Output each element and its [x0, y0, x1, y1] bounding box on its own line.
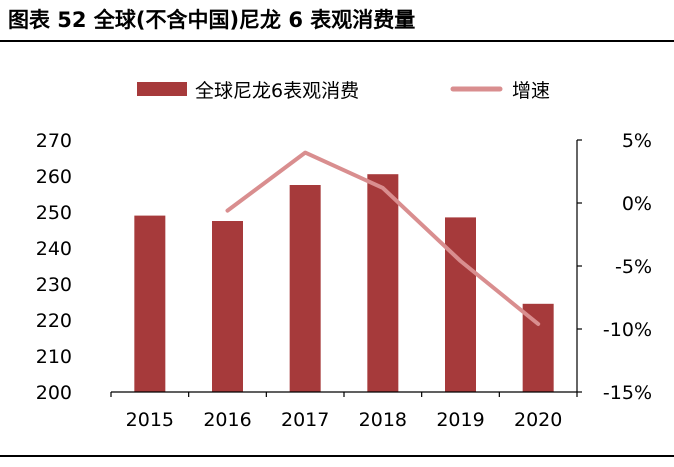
bar-2016: [212, 221, 243, 392]
left-tick-label: 200: [36, 382, 72, 404]
left-tick-label: 270: [36, 130, 72, 152]
x-tick-label-2016: 2016: [203, 409, 251, 431]
growth-line-layer: [225, 150, 541, 326]
right-axis-ticks: -15% -10% -5% 0% 5%: [577, 130, 652, 404]
right-tick-label: -10%: [603, 319, 652, 341]
top-rule: [0, 40, 674, 42]
bottom-rule: [0, 455, 674, 457]
bar-2019: [445, 217, 476, 392]
bar-2017: [289, 185, 321, 392]
legend: 全球尼龙6表观消费 增速: [137, 80, 550, 102]
x-tick-label-2017: 2017: [281, 409, 329, 431]
bar-2018: [367, 174, 399, 392]
growth-line: [225, 150, 541, 326]
x-tick-label-2018: 2018: [359, 409, 407, 431]
x-tick-label-2015: 2015: [126, 409, 174, 431]
left-tick-label: 250: [36, 202, 72, 224]
left-tick-label: 210: [36, 346, 72, 368]
right-tick-label: 0%: [622, 193, 652, 215]
legend-label-bar: 全球尼龙6表观消费: [195, 80, 359, 102]
right-tick-label: -15%: [603, 382, 652, 404]
x-axis-ticks: 2015 2016 2017 2018 2019 2020: [110, 392, 578, 431]
left-tick-label: 260: [36, 166, 72, 188]
right-tick-label: 5%: [622, 130, 652, 152]
x-tick-label-2020: 2020: [514, 409, 562, 431]
left-tick-label: 230: [36, 274, 72, 296]
axes: [111, 140, 578, 393]
left-axis-ticks: 200 210 220 230 240 250 260 270: [36, 130, 72, 404]
legend-label-line: 增速: [512, 80, 550, 102]
left-tick-label: 220: [36, 310, 72, 332]
left-tick-label: 240: [36, 238, 72, 260]
right-tick-label: -5%: [615, 256, 652, 278]
bars: [134, 174, 554, 392]
x-tick-label-2019: 2019: [436, 409, 484, 431]
legend-swatch-bar: [137, 82, 187, 96]
bar-2020: [522, 303, 554, 392]
bar-2015: [134, 215, 166, 392]
figure-title: 图表 52 全球(不含中国)尼龙 6 表观消费量: [8, 8, 416, 32]
